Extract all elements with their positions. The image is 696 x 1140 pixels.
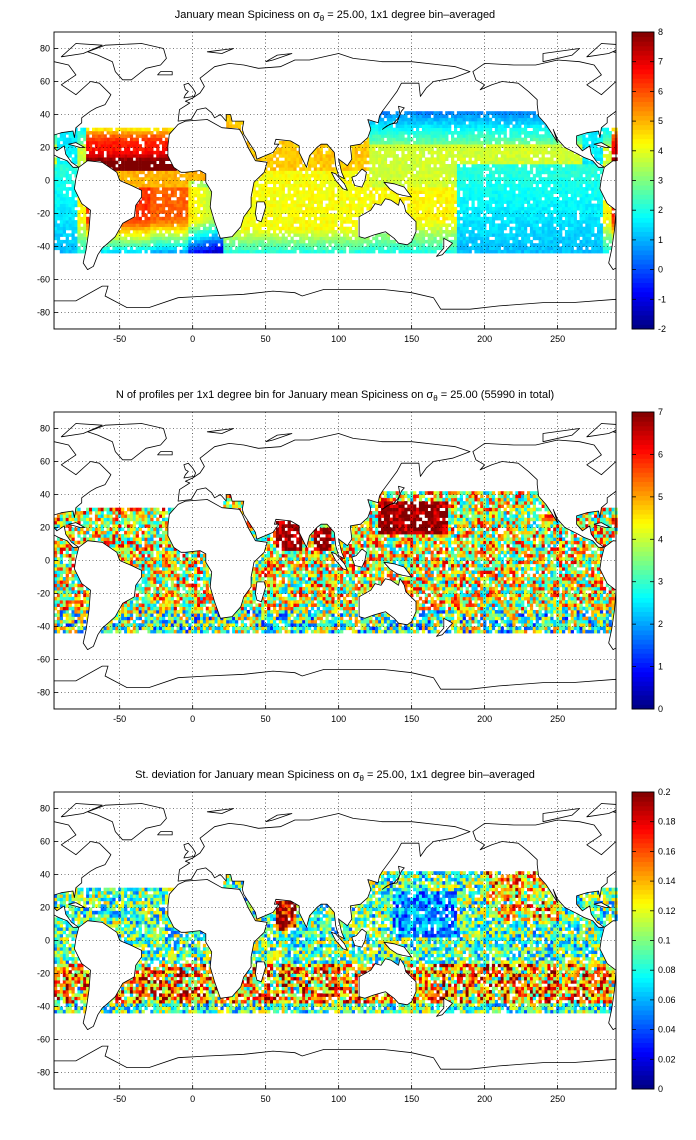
y-tick-label: 20 (40, 523, 50, 533)
y-tick-label: -20 (37, 209, 50, 219)
stdev-panel: St. deviation for January mean Spiciness… (37, 769, 676, 1104)
colorbar-tick-label: 0 (658, 1084, 663, 1094)
x-tick-label: 150 (404, 334, 419, 344)
x-tick-label: 50 (261, 334, 271, 344)
y-tick-label: -40 (37, 1002, 50, 1012)
colorbar-tick-label: 0.06 (658, 995, 676, 1005)
x-tick-label: -50 (113, 334, 126, 344)
y-tick-label: 0 (45, 936, 50, 946)
y-tick-label: 20 (40, 903, 50, 913)
colorbar-tick-label: 2 (658, 205, 663, 215)
y-tick-label: 40 (40, 870, 50, 880)
colorbar-tick-label: 0.18 (658, 817, 676, 827)
coastlines (54, 423, 616, 709)
y-tick-label: 80 (40, 44, 50, 54)
colorbar-tick-label: 0.08 (658, 965, 676, 975)
y-tick-label: 0 (45, 176, 50, 186)
y-tick-label: 40 (40, 490, 50, 500)
y-tick-label: 20 (40, 143, 50, 153)
colorbar-tick-label: 4 (658, 534, 663, 544)
x-tick-label: 200 (477, 1094, 492, 1104)
grid-lines (54, 412, 616, 709)
y-tick-label: 0 (45, 556, 50, 566)
colorbar-tick-label: 5 (658, 116, 663, 126)
y-tick-label: -80 (37, 1068, 50, 1078)
y-tick-label: 40 (40, 110, 50, 120)
x-tick-label: 50 (261, 1094, 271, 1104)
y-tick-label: 80 (40, 424, 50, 434)
y-tick-label: -40 (37, 622, 50, 632)
profile-count-panel: N of profiles per 1x1 degree bin for Jan… (37, 389, 663, 724)
x-tick-label: 250 (550, 714, 565, 724)
colorbar-tick-label: 0 (658, 265, 663, 275)
y-tick-label: 60 (40, 837, 50, 847)
colorbar-tick-label: 7 (658, 407, 663, 417)
y-tick-label: -60 (37, 1035, 50, 1045)
y-tick-label: -20 (37, 969, 50, 979)
colorbar-tick-label: 6 (658, 86, 663, 96)
colorbar-tick-label: 1 (658, 235, 663, 245)
colorbar: -2 -1 0 1 2 3 4 5 6 7 8 (631, 27, 666, 334)
colorbar-tick-label: 7 (658, 57, 663, 67)
x-tick-label: 100 (331, 714, 346, 724)
heatmap-cells (54, 871, 618, 1014)
x-tick-label: 0 (190, 334, 195, 344)
colorbar: 0 1 2 3 4 5 6 7 (631, 407, 663, 714)
heatmap-cells (54, 111, 618, 254)
colorbar-tick-label: -2 (658, 324, 666, 334)
heatmap-cells (54, 491, 618, 634)
coastlines (54, 43, 616, 329)
grid-lines (54, 32, 616, 329)
y-tick-label: -20 (37, 589, 50, 599)
colorbar-tick-label: 0.02 (658, 1054, 676, 1064)
x-tick-label: 250 (550, 334, 565, 344)
x-tick-label: 200 (477, 334, 492, 344)
x-tick-label: 250 (550, 1094, 565, 1104)
x-tick-label: 100 (331, 1094, 346, 1104)
colorbar-tick-label: 1 (658, 662, 663, 672)
colorbar-tick-label: 0.1 (658, 936, 671, 946)
x-tick-label: 100 (331, 334, 346, 344)
chart-title: St. deviation for January mean Spiciness… (135, 769, 535, 783)
colorbar-tick-label: 4 (658, 146, 663, 156)
y-tick-label: 60 (40, 457, 50, 467)
x-tick-label: 50 (261, 714, 271, 724)
colorbar-tick-label: 8 (658, 27, 663, 37)
colorbar-tick-label: 0.14 (658, 876, 676, 886)
colorbar-tick-label: 3 (658, 176, 663, 186)
x-tick-label: -50 (113, 714, 126, 724)
colorbar-tick-label: 5 (658, 492, 663, 502)
colorbar: 0 0.02 0.04 0.06 0.08 0.1 0.12 0.14 0.16 0.18 0.2 (631, 787, 676, 1094)
y-tick-label: 60 (40, 77, 50, 87)
colorbar-tick-label: 3 (658, 577, 663, 587)
chart-title: January mean Spiciness on σθ = 25.00, 1x… (175, 9, 495, 23)
grid-lines (54, 792, 616, 1089)
y-tick-label: -80 (37, 308, 50, 318)
y-tick-label: -80 (37, 688, 50, 698)
colorbar-tick-label: 0.12 (658, 906, 676, 916)
x-tick-label: 150 (404, 714, 419, 724)
x-tick-label: -50 (113, 1094, 126, 1104)
colorbar-tick-label: 0 (658, 704, 663, 714)
colorbar-tick-label: 0.2 (658, 787, 671, 797)
colorbar-tick-label: 0.04 (658, 1025, 676, 1035)
coastlines (54, 803, 616, 1089)
colorbar-tick-label: 6 (658, 449, 663, 459)
y-tick-label: -60 (37, 655, 50, 665)
spiciness-panel: January mean Spiciness on σθ = 25.00, 1x… (37, 9, 666, 344)
chart-title: N of profiles per 1x1 degree bin for Jan… (116, 389, 554, 403)
y-tick-label: 80 (40, 804, 50, 814)
colorbar-tick-label: 0.16 (658, 846, 676, 856)
x-tick-label: 200 (477, 714, 492, 724)
y-tick-label: -60 (37, 275, 50, 285)
x-tick-label: 150 (404, 1094, 419, 1104)
x-tick-label: 0 (190, 1094, 195, 1104)
colorbar-tick-label: -1 (658, 294, 666, 304)
colorbar-tick-label: 2 (658, 619, 663, 629)
x-tick-label: 0 (190, 714, 195, 724)
y-tick-label: -40 (37, 242, 50, 252)
